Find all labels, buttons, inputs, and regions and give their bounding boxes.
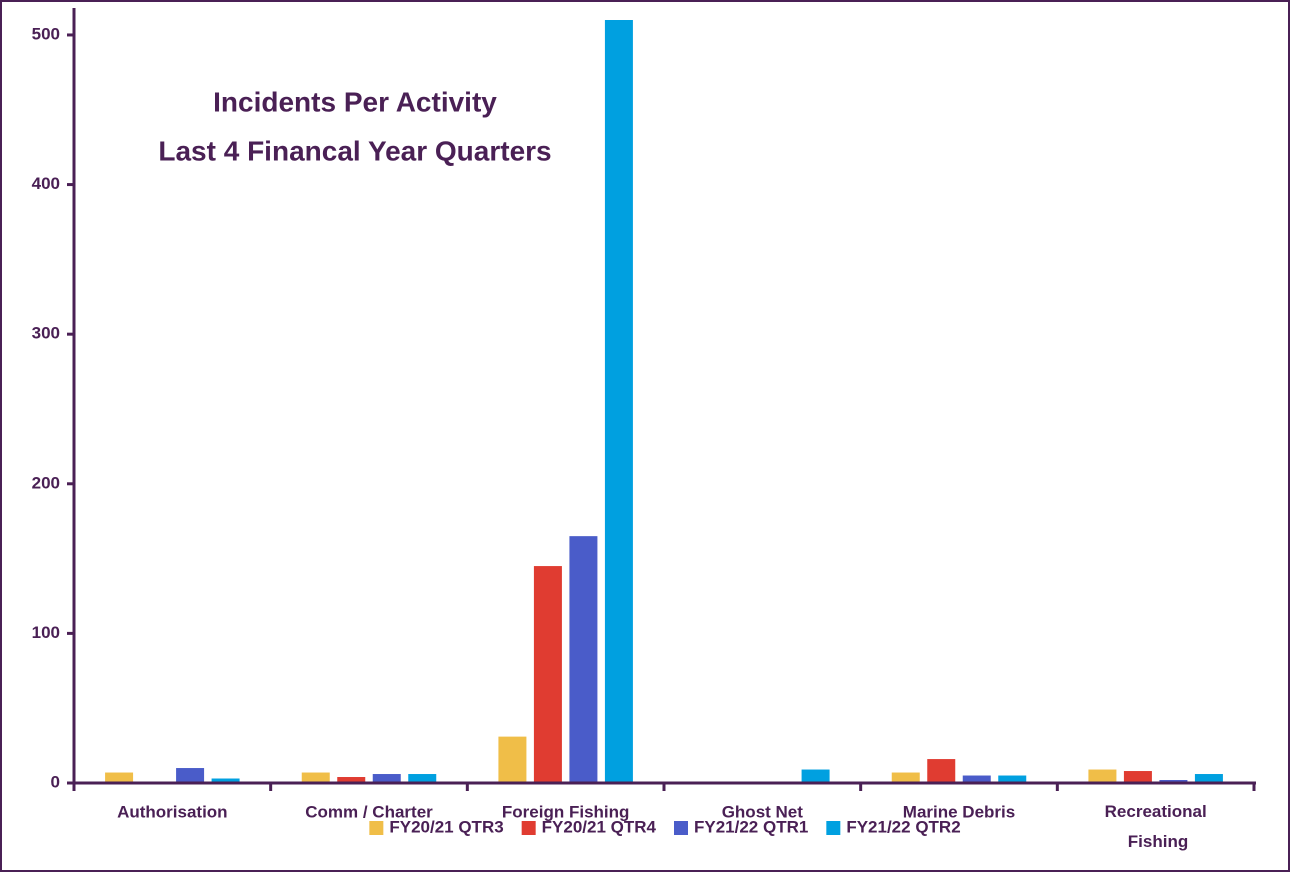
y-tick-label: 300 <box>32 324 60 343</box>
y-tick-label: 500 <box>32 24 60 43</box>
y-tick-label: 400 <box>32 174 60 193</box>
bar <box>1088 769 1117 783</box>
bar <box>927 759 956 783</box>
x-tick-label: Ghost Net <box>722 802 804 821</box>
bar <box>998 775 1027 783</box>
legend-swatch <box>369 821 384 835</box>
legend-label: FY20/21 QTR3 <box>389 817 503 836</box>
x-tick-label: Foreign Fishing <box>502 802 630 821</box>
bar <box>1123 771 1152 783</box>
x-tick-label: Authorisation <box>117 802 228 821</box>
bar <box>408 774 437 783</box>
bar <box>105 772 134 783</box>
legend-label: FY21/22 QTR2 <box>846 817 960 836</box>
bar <box>569 536 598 783</box>
y-tick-label: 100 <box>32 623 60 642</box>
chart-title: Incidents Per Activity <box>213 86 497 117</box>
bar <box>801 769 830 783</box>
bar <box>533 566 562 783</box>
bar <box>962 775 991 783</box>
bar <box>1194 774 1223 783</box>
x-tick-label: Comm / Charter <box>305 802 433 821</box>
x-tick-label: Marine Debris <box>903 802 1015 821</box>
bar <box>337 777 366 783</box>
bar <box>372 774 401 783</box>
bar <box>498 736 527 783</box>
bar <box>176 768 205 783</box>
y-tick-label: 200 <box>32 473 60 492</box>
legend-swatch <box>674 821 688 835</box>
y-tick-label: 0 <box>51 772 60 791</box>
x-tick-label: Recreational Fishing <box>1105 802 1207 851</box>
bar <box>604 20 633 783</box>
legend-swatch <box>521 821 536 835</box>
legend-label: FY20/21 QTR4 <box>542 817 657 836</box>
legend-label: FY21/22 QTR1 <box>694 817 808 836</box>
bar <box>301 772 330 783</box>
legend-swatch <box>826 821 841 835</box>
bar <box>891 772 920 783</box>
bar <box>211 778 240 783</box>
chart-subtitle: Last 4 Financal Year Quarters <box>158 135 551 166</box>
